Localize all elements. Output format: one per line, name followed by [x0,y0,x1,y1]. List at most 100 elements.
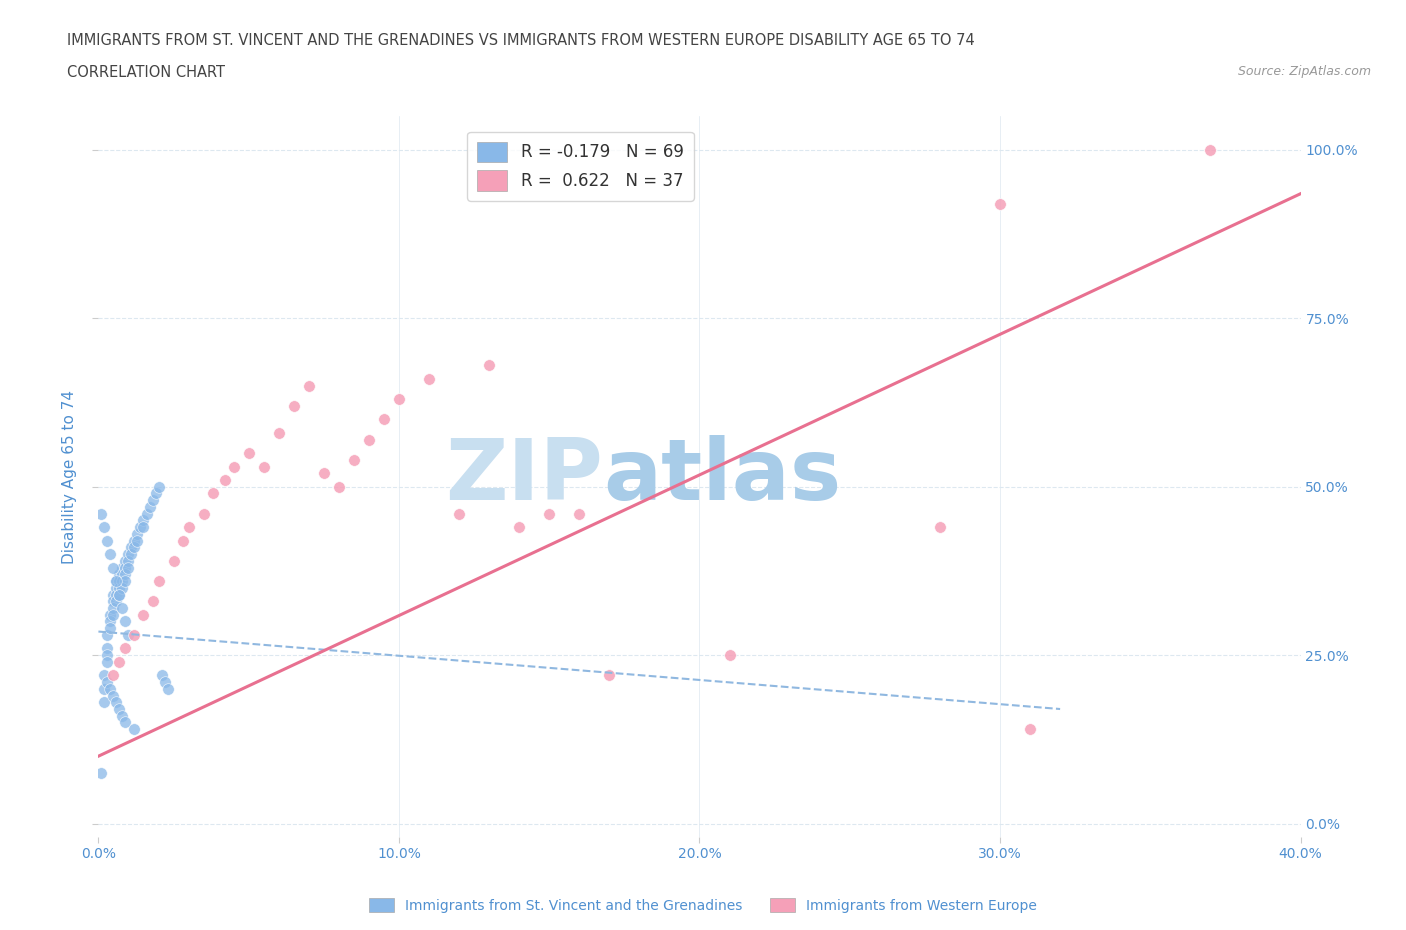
Point [478,358,501,373]
Y-axis label: Disability Age 65 to 74: Disability Age 65 to 74 [62,390,77,564]
Point [96,647,118,662]
Point [111,574,134,589]
Point [988,196,1011,211]
Point [93,520,115,535]
Point [343,452,366,467]
Point [132,607,155,622]
Legend: R = -0.179   N = 69, R =  0.622   N = 37: R = -0.179 N = 69, R = 0.622 N = 37 [467,132,693,201]
Point [508,520,530,535]
Point [298,379,321,393]
Point [96,655,118,670]
Point [100,547,122,562]
Point [135,506,157,521]
Point [103,560,125,575]
Point [127,533,149,548]
Point [117,547,139,562]
Point [96,628,118,643]
Point [132,520,155,535]
Point [117,628,139,643]
Point [114,553,136,568]
Point [93,695,115,710]
Point [162,553,184,568]
Point [103,607,125,622]
Point [568,506,591,521]
Point [114,560,136,575]
Point [132,513,155,528]
Point [312,466,335,481]
Point [100,682,122,697]
Point [418,371,440,386]
Point [108,587,131,602]
Point [328,479,350,494]
Point [150,668,173,683]
Text: ZIP: ZIP [446,435,603,518]
Point [124,722,146,737]
Point [201,486,224,501]
Point [253,459,276,474]
Point [148,479,170,494]
Point [267,425,290,440]
Point [114,567,136,582]
Point [103,601,125,616]
Text: Source: ZipAtlas.com: Source: ZipAtlas.com [1237,65,1371,78]
Point [108,567,131,582]
Point [103,593,125,608]
Point [153,674,176,689]
Point [117,553,139,568]
Point [1019,722,1042,737]
Point [96,641,118,656]
Point [108,655,131,670]
Point [105,580,128,595]
Point [114,614,136,629]
Point [388,392,411,406]
Point [111,580,134,595]
Point [111,567,134,582]
Point [103,688,125,703]
Point [156,682,179,697]
Point [105,695,128,710]
Point [357,432,380,447]
Point [96,533,118,548]
Point [111,709,134,724]
Point [124,628,146,643]
Point [121,547,143,562]
Point [100,620,122,635]
Point [111,601,134,616]
Point [96,674,118,689]
Point [141,593,163,608]
Point [103,668,125,683]
Point [148,574,170,589]
Point [90,765,112,780]
Point [105,574,128,589]
Point [108,701,131,716]
Point [100,607,122,622]
Point [447,506,470,521]
Point [108,580,131,595]
Point [373,412,395,427]
Point [1199,142,1222,157]
Point [141,493,163,508]
Legend: Immigrants from St. Vincent and the Grenadines, Immigrants from Western Europe: Immigrants from St. Vincent and the Gren… [363,893,1043,919]
Point [193,506,215,521]
Point [718,647,741,662]
Point [105,574,128,589]
Point [238,445,260,460]
Point [145,486,167,501]
Point [108,574,131,589]
Point [127,526,149,541]
Text: atlas: atlas [603,435,842,518]
Point [138,499,160,514]
Point [177,520,200,535]
Point [105,593,128,608]
Point [283,398,305,413]
Point [93,682,115,697]
Text: IMMIGRANTS FROM ST. VINCENT AND THE GRENADINES VS IMMIGRANTS FROM WESTERN EUROPE: IMMIGRANTS FROM ST. VINCENT AND THE GREN… [67,33,976,47]
Point [124,540,146,555]
Point [103,587,125,602]
Text: CORRELATION CHART: CORRELATION CHART [67,65,225,80]
Point [222,459,245,474]
Point [105,587,128,602]
Point [114,715,136,730]
Point [598,668,620,683]
Point [114,641,136,656]
